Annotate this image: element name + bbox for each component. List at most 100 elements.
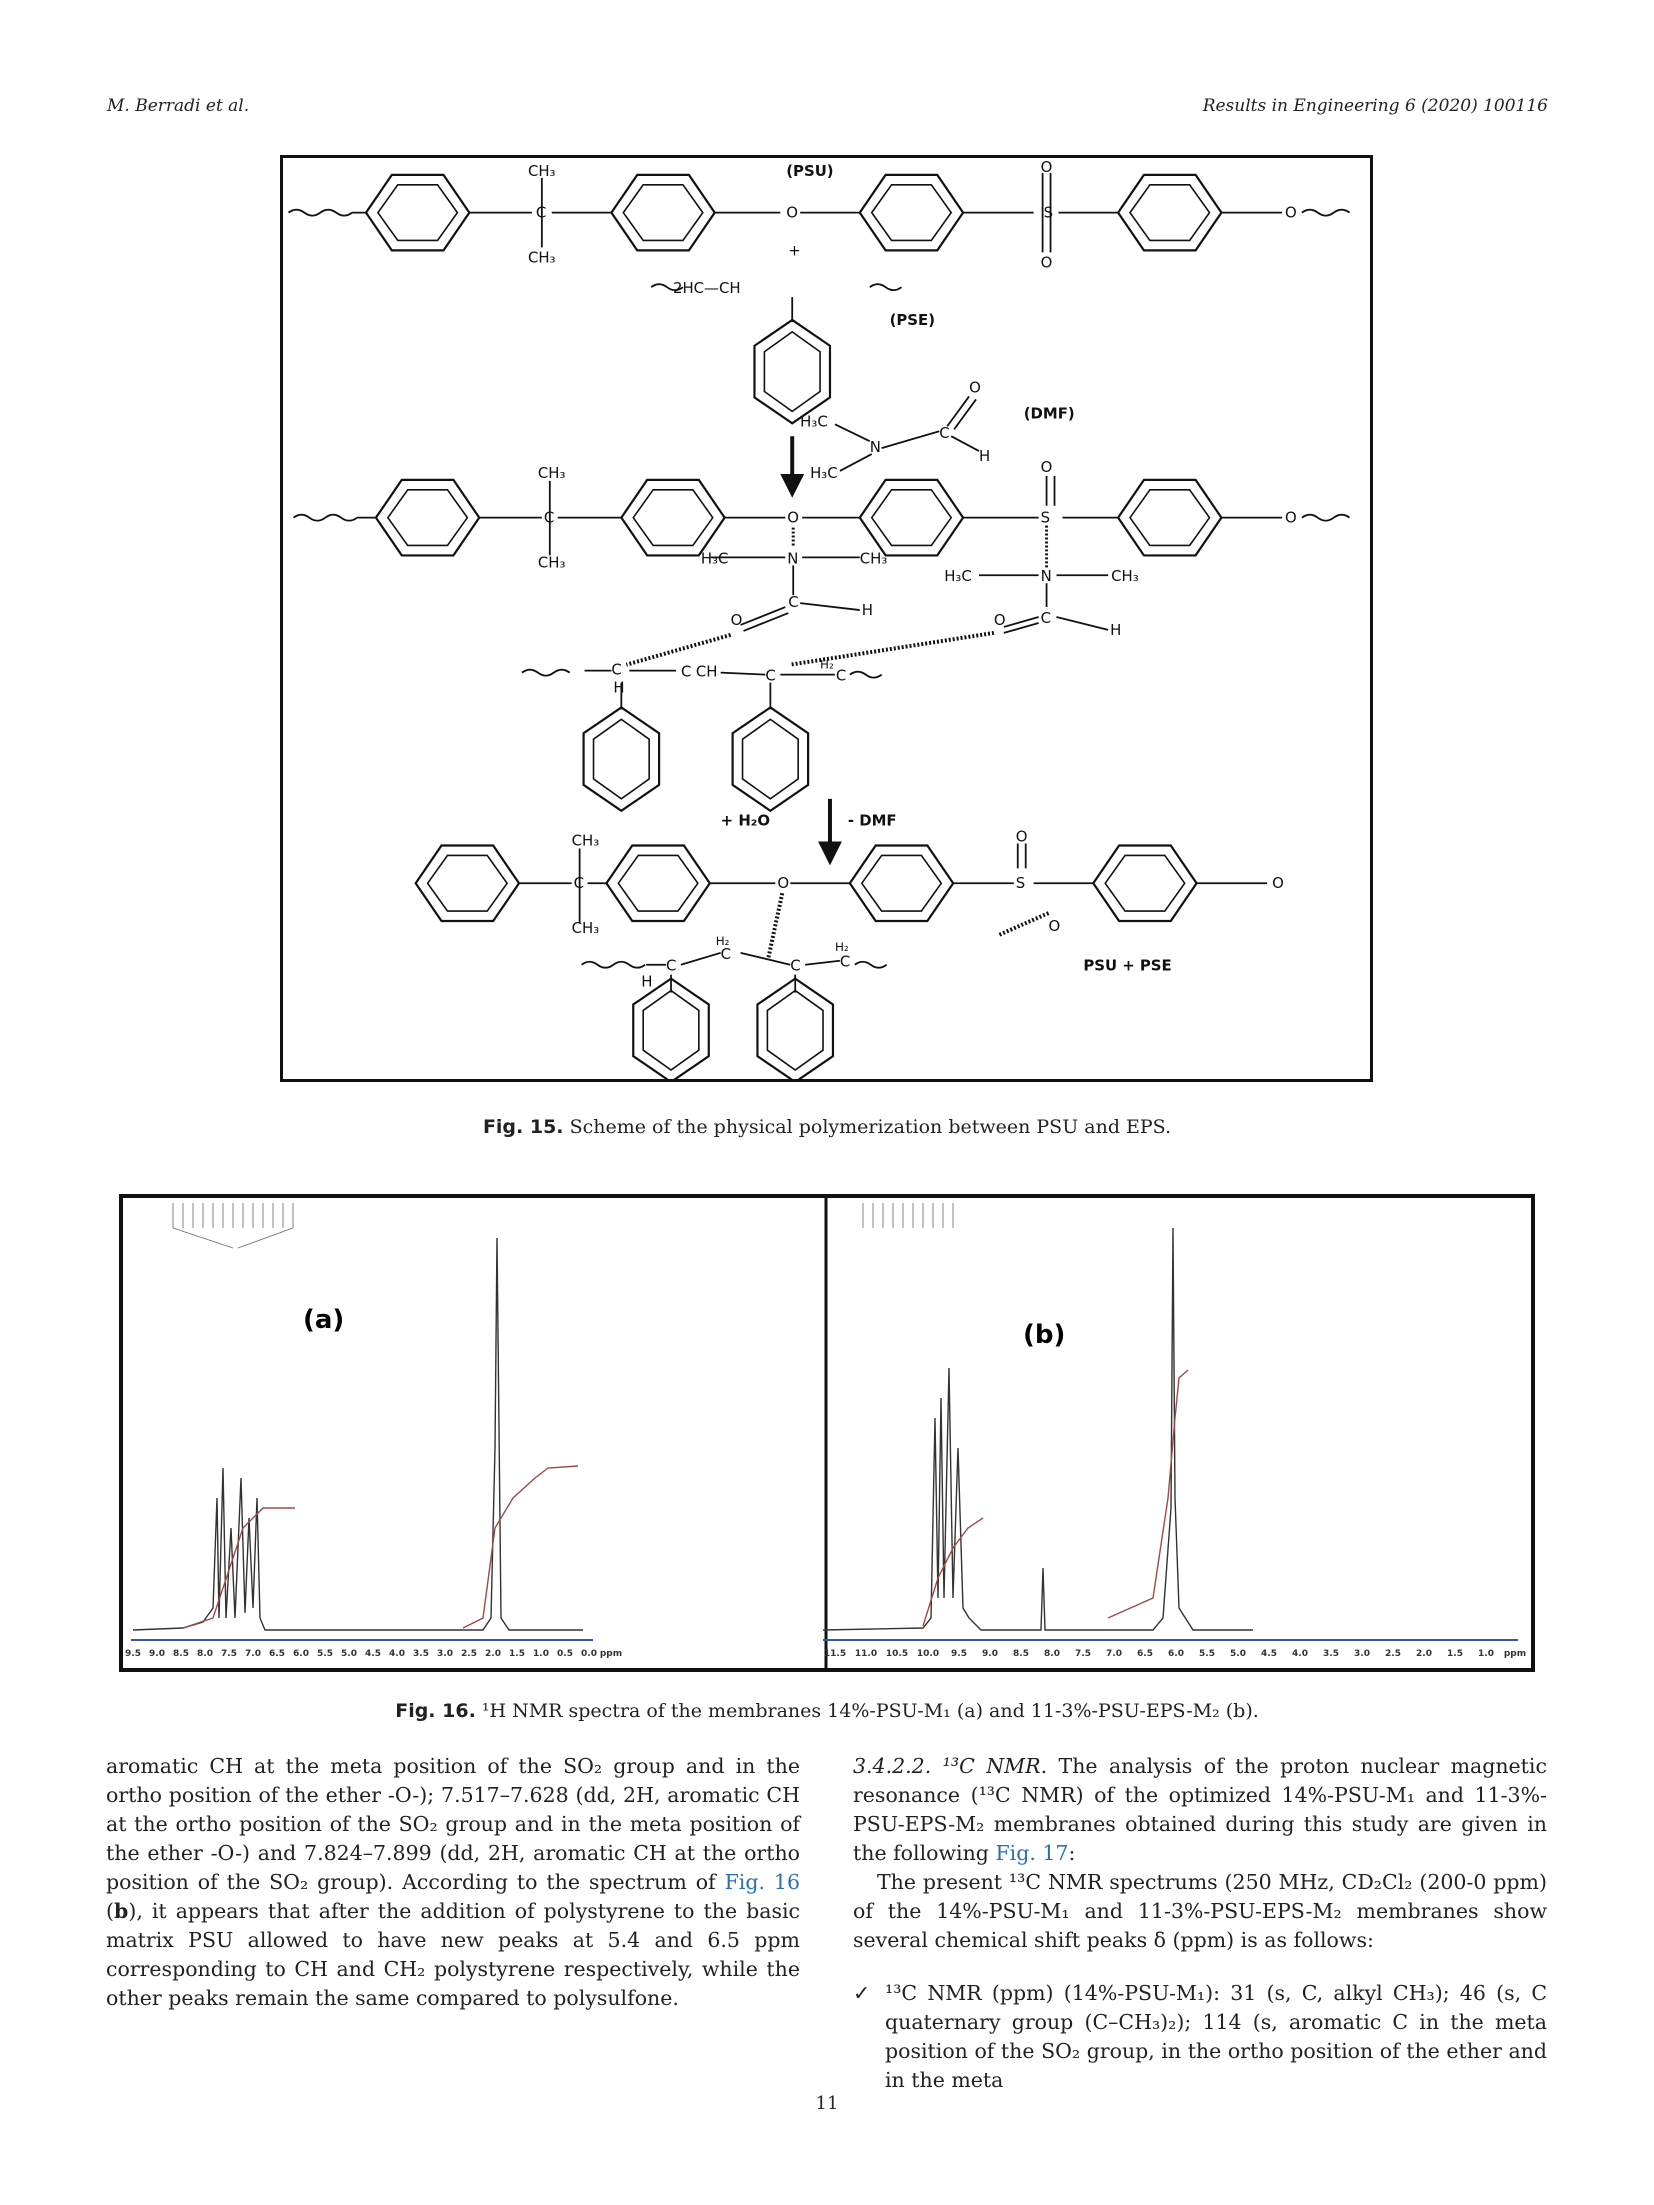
svg-text:C: C [544, 509, 554, 527]
section-13c-nmr: 3.4.2.2. ¹³C NMR. The analysis of the pr… [853, 1754, 1547, 1865]
svg-text:C: C [790, 957, 800, 975]
figure-15-scheme: CH₃ C CH₃ O S O O O (PSU) + 2HC—CH (PSE)… [280, 155, 1373, 1082]
svg-text:+: + [788, 241, 800, 259]
svg-text:H: H [862, 601, 873, 619]
svg-text:7.0: 7.0 [245, 1649, 261, 1659]
svg-text:C: C [574, 874, 584, 892]
svg-text:9.5: 9.5 [125, 1649, 141, 1659]
svg-text:CH₃: CH₃ [528, 248, 556, 266]
svg-text:C: C [788, 593, 798, 611]
svg-text:O: O [969, 378, 981, 396]
running-header-journal: Results in Engineering 6 (2020) 100116 [1202, 96, 1548, 116]
svg-text:N: N [1041, 567, 1052, 585]
svg-text:H: H [613, 679, 624, 697]
svg-text:S: S [1044, 204, 1053, 222]
figure-15-label: Fig. 15. [482, 1116, 564, 1138]
svg-text:O: O [777, 874, 789, 892]
svg-text:3.5: 3.5 [413, 1649, 429, 1659]
svg-text:8.0: 8.0 [197, 1649, 213, 1659]
svg-text:3.0: 3.0 [437, 1649, 453, 1659]
spectrum-a [131, 1237, 593, 1641]
svg-text:2.0: 2.0 [1416, 1649, 1432, 1659]
svg-text:H₃C: H₃C [944, 567, 972, 585]
svg-text:1.5: 1.5 [509, 1649, 525, 1659]
axis-b-tick-labels: 11.5 11.0 10.5 10.0 9.5 9.0 8.5 8.0 7.5 … [824, 1649, 1526, 1659]
svg-text:4.5: 4.5 [365, 1649, 381, 1659]
right-column: 3.4.2.2. ¹³C NMR. The analysis of the pr… [853, 1752, 1547, 2095]
dmf-label: (DMF) [1024, 404, 1075, 422]
svg-text:4.0: 4.0 [389, 1649, 405, 1659]
svg-text:CH₃: CH₃ [572, 919, 600, 937]
svg-text:O: O [786, 204, 798, 222]
svg-text:CH: CH [696, 663, 718, 681]
svg-text:6.0: 6.0 [1168, 1649, 1184, 1659]
svg-text:O: O [731, 611, 743, 629]
ppm-unit-b: ppm [1504, 1649, 1526, 1659]
svg-text:CH₃: CH₃ [572, 832, 600, 850]
svg-text:N: N [870, 438, 881, 456]
svg-text:CH₃: CH₃ [860, 549, 888, 567]
page-number: 11 [815, 2093, 839, 2114]
svg-text:5.0: 5.0 [341, 1649, 357, 1659]
figure-15-caption-text: Scheme of the physical polymerization be… [569, 1116, 1172, 1138]
svg-text:O: O [1285, 204, 1297, 222]
svg-text:H₃C: H₃C [701, 549, 729, 567]
svg-text:C: C [840, 953, 850, 971]
panel-a-label: (a) [303, 1305, 344, 1335]
svg-text:11.5: 11.5 [824, 1649, 846, 1659]
running-header-authors: M. Berradi et al. [107, 96, 250, 116]
svg-text:8.5: 8.5 [173, 1649, 189, 1659]
panel-b-label: (b) [1023, 1320, 1065, 1350]
svg-text:C: C [765, 667, 775, 685]
svg-text:CH₃: CH₃ [1111, 567, 1139, 585]
svg-text:O: O [787, 509, 799, 527]
svg-text:H₂: H₂ [820, 658, 834, 672]
svg-text:C: C [611, 661, 621, 679]
svg-text:H₃C: H₃C [810, 464, 838, 482]
svg-text:C: C [721, 945, 731, 963]
svg-text:C: C [1041, 609, 1051, 627]
svg-text:2.5: 2.5 [461, 1649, 477, 1659]
svg-text:10.5: 10.5 [886, 1649, 908, 1659]
svg-text:1.0: 1.0 [1478, 1649, 1494, 1659]
svg-text:S: S [1041, 509, 1050, 527]
spectrum-b [822, 1227, 1518, 1641]
svg-text:O: O [994, 611, 1006, 629]
left-column: aromatic CH at the meta position of the … [106, 1752, 800, 2013]
svg-text:5.5: 5.5 [1199, 1649, 1215, 1659]
svg-text:3.0: 3.0 [1354, 1649, 1370, 1659]
svg-text:9.0: 9.0 [149, 1649, 165, 1659]
svg-text:H: H [1110, 621, 1121, 639]
paragraph-13c-spectrums: The present ¹³C NMR spectrums (250 MHz, … [853, 1870, 1547, 1952]
minus-dmf-label: - DMF [848, 812, 897, 830]
svg-text:H: H [979, 447, 990, 465]
svg-text:4.5: 4.5 [1261, 1649, 1277, 1659]
svg-text:O: O [1041, 253, 1053, 271]
svg-text:5.5: 5.5 [317, 1649, 333, 1659]
svg-text:H₂: H₂ [716, 934, 730, 948]
svg-text:1.5: 1.5 [1447, 1649, 1463, 1659]
svg-text:7.0: 7.0 [1106, 1649, 1122, 1659]
fig-16-link[interactable]: Fig. 16 [724, 1870, 800, 1894]
svg-text:CH₃: CH₃ [538, 553, 566, 571]
svg-text:3.5: 3.5 [1323, 1649, 1339, 1659]
svg-text:7.5: 7.5 [221, 1649, 237, 1659]
svg-text:1.0: 1.0 [533, 1649, 549, 1659]
svg-text:O: O [1041, 458, 1053, 476]
svg-text:CH₃: CH₃ [538, 464, 566, 482]
svg-text:6.5: 6.5 [269, 1649, 285, 1659]
svg-text:C: C [536, 204, 546, 222]
figure-15-caption: Fig. 15. Scheme of the physical polymeri… [0, 1116, 1654, 1138]
axis-a-tick-labels: 9.5 9.0 8.5 8.0 7.5 7.0 6.5 6.0 5.5 5.0 … [125, 1649, 622, 1659]
svg-text:O: O [1041, 158, 1053, 176]
fig-17-link[interactable]: Fig. 17 [995, 1841, 1069, 1865]
bullet-item-psu-m1: ✓ ¹³C NMR (ppm) (14%-PSU-M₁): 31 (s, C, a… [853, 1981, 1547, 2092]
svg-text:8.0: 8.0 [1044, 1649, 1060, 1659]
svg-text:O: O [1049, 917, 1061, 935]
svg-text:O: O [1272, 874, 1284, 892]
svg-text:O: O [1285, 509, 1297, 527]
svg-text:S: S [1016, 874, 1025, 892]
svg-text:6.5: 6.5 [1137, 1649, 1153, 1659]
left-paragraph: aromatic CH at the meta position of the … [106, 1754, 800, 2010]
section-title: ¹³C NMR. [942, 1754, 1048, 1778]
